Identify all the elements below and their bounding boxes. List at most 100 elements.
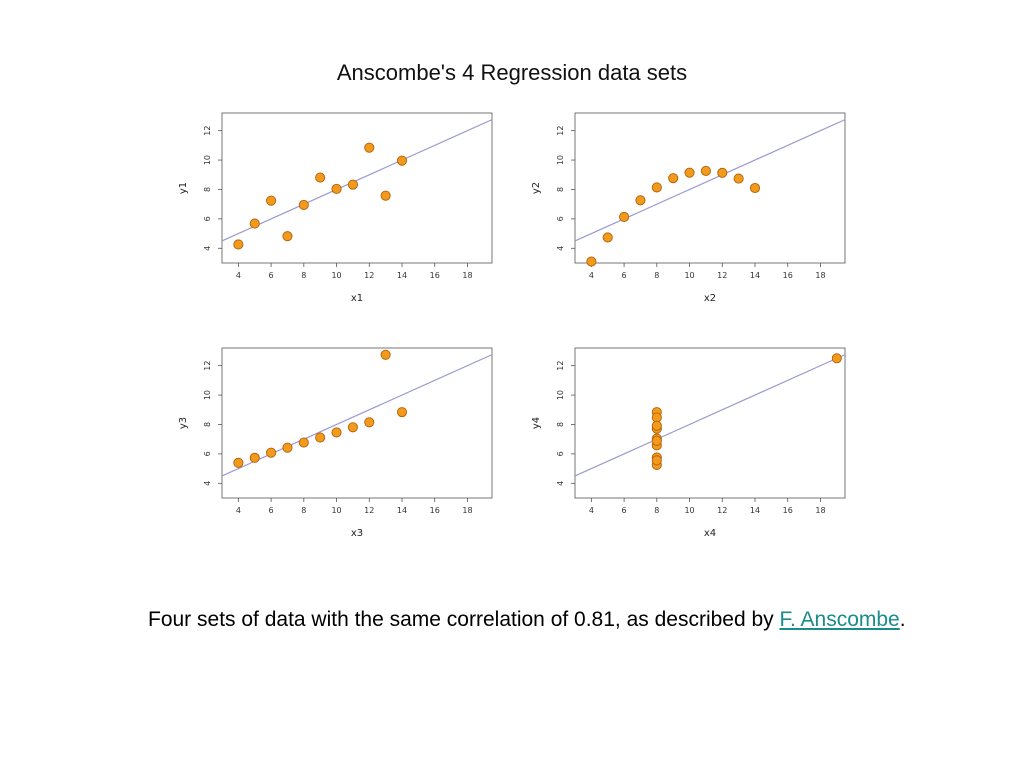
panel-1-point bbox=[315, 172, 326, 183]
panel-2-x-tick-label: 4 bbox=[589, 271, 594, 280]
panel-4-y-tick-label: 4 bbox=[556, 481, 565, 486]
panel-2-y-tick-label: 12 bbox=[556, 126, 565, 136]
caption: Four sets of data with the same correlat… bbox=[148, 604, 948, 635]
panel-1-x-tick-label: 6 bbox=[269, 271, 274, 280]
panel-4-point bbox=[651, 435, 662, 446]
panel-3-point bbox=[315, 432, 326, 443]
panel-3-y-tick-label: 6 bbox=[203, 451, 212, 456]
panel-4-x-tick-label: 6 bbox=[622, 506, 627, 515]
panel-2-y-tick-label: 8 bbox=[556, 187, 565, 192]
caption-period: . bbox=[899, 608, 906, 631]
panel-1-point bbox=[298, 199, 309, 210]
panel-1-y-axis-title: y1 bbox=[178, 182, 189, 194]
panel-2-x-tick-label: 10 bbox=[684, 271, 694, 280]
panel-3-y-tick-label: 10 bbox=[203, 390, 212, 400]
panel-1-y-tick-label: 10 bbox=[203, 155, 212, 165]
panel-1-regression-line bbox=[222, 119, 492, 242]
panel-3-x-tick-label: 12 bbox=[364, 506, 374, 515]
panel-3-point bbox=[364, 417, 375, 428]
panel-1-y-tick-label: 12 bbox=[203, 126, 212, 136]
anscombe-link[interactable]: F. Anscombe bbox=[779, 608, 900, 631]
panel-1-point bbox=[266, 195, 277, 206]
panel-2-point bbox=[586, 256, 597, 267]
panel-1-point bbox=[364, 142, 375, 153]
panel-2-x-tick-label: 18 bbox=[815, 271, 825, 280]
panel-2-y-tick-label: 4 bbox=[556, 246, 565, 251]
panel-4-x-tick-label: 18 bbox=[815, 506, 825, 515]
panel-2-x-tick-label: 6 bbox=[622, 271, 627, 280]
panel-3-x-tick-label: 6 bbox=[269, 506, 274, 515]
panel-4-frame bbox=[574, 347, 846, 499]
panel-4-point bbox=[651, 420, 662, 431]
panel-3-y-tick-label: 8 bbox=[203, 422, 212, 427]
panel-1-point bbox=[331, 183, 342, 194]
panel-2-frame bbox=[574, 112, 846, 264]
panel-4-x-tick-label: 14 bbox=[750, 506, 760, 515]
panel-4-point bbox=[651, 455, 662, 466]
panel-1-frame bbox=[221, 112, 493, 264]
panel-3: 4 6 8 10 12 14 16 18 4 6 8 10 12 x3 y3 bbox=[178, 347, 493, 539]
panel-3-frame bbox=[221, 347, 493, 499]
panel-2-regression-line bbox=[575, 119, 845, 242]
panel-2-point bbox=[749, 182, 761, 194]
figure-title: Anscombe's 4 Regression data sets bbox=[336, 60, 688, 85]
panel-1-x-axis-title: x1 bbox=[351, 293, 363, 304]
panel-2-point bbox=[635, 195, 646, 206]
panel-1-y-tick-label: 4 bbox=[203, 246, 212, 251]
panel-4-y-tick-label: 6 bbox=[556, 451, 565, 456]
panel-3-point bbox=[266, 447, 277, 458]
panel-1-point bbox=[396, 155, 408, 166]
panel-3-y-axis-title: y3 bbox=[178, 417, 189, 429]
panel-3-point bbox=[347, 422, 358, 433]
panel-3-point bbox=[380, 349, 391, 360]
panel-1-point bbox=[282, 231, 293, 242]
panel-3-point bbox=[282, 442, 293, 453]
panel-1-x-tick-label: 14 bbox=[397, 271, 407, 280]
panel-4-x-axis-title: x4 bbox=[704, 528, 716, 539]
panel-2-x-tick-label: 16 bbox=[783, 271, 793, 280]
panel-2-point bbox=[651, 182, 662, 193]
panel-4-x-tick-label: 10 bbox=[684, 506, 694, 515]
panel-2-point bbox=[700, 165, 711, 176]
panel-3-x-tick-label: 4 bbox=[236, 506, 241, 515]
panel-2-x-tick-label: 12 bbox=[717, 271, 727, 280]
panel-2-x-axis-title: x2 bbox=[704, 293, 716, 304]
panel-2-x-tick-label: 8 bbox=[654, 271, 659, 280]
panel-3-x-tick-label: 10 bbox=[331, 506, 341, 515]
panel-3-regression-line bbox=[222, 354, 492, 477]
panel-2: 4 6 8 10 12 14 16 18 4 6 8 10 12 x2 y2 bbox=[531, 112, 846, 304]
panel-3-point bbox=[233, 457, 244, 468]
panel-2-y-axis-title: y2 bbox=[531, 182, 542, 194]
panel-4-point bbox=[831, 353, 842, 364]
panel-3-x-tick-label: 8 bbox=[301, 506, 306, 515]
panel-1-x-tick-label: 8 bbox=[301, 271, 306, 280]
panel-3-point bbox=[249, 452, 260, 463]
panel-2-point bbox=[619, 211, 630, 223]
panel-3-y-tick-label: 4 bbox=[203, 481, 212, 486]
panel-4-x-tick-label: 4 bbox=[589, 506, 594, 515]
panel-1-x-tick-label: 18 bbox=[462, 271, 472, 280]
panel-2-point bbox=[684, 167, 695, 178]
panel-2-point bbox=[668, 173, 679, 184]
panel-1-x-tick-label: 10 bbox=[331, 271, 341, 280]
panel-3-point bbox=[331, 427, 342, 438]
panel-3-x-axis-title: x3 bbox=[351, 528, 363, 539]
panel-1-point bbox=[380, 190, 391, 201]
panel-4-y-tick-label: 12 bbox=[556, 361, 565, 371]
panel-3-y-tick-label: 12 bbox=[203, 361, 212, 371]
panel-1-y-tick-label: 8 bbox=[203, 187, 212, 192]
panel-2-y-tick-label: 10 bbox=[556, 155, 565, 165]
panel-1-x-tick-label: 4 bbox=[236, 271, 241, 280]
panel-2-x-tick-label: 14 bbox=[750, 271, 760, 280]
panel-4-y-tick-label: 8 bbox=[556, 422, 565, 427]
panel-4-regression-line bbox=[575, 354, 845, 477]
panel-1-x-tick-label: 16 bbox=[430, 271, 440, 280]
panel-3-x-tick-label: 16 bbox=[430, 506, 440, 515]
panel-1-point bbox=[347, 179, 358, 190]
panel-1: 4 6 8 10 12 14 16 18 4 6 8 10 12 x1 y1 bbox=[178, 112, 493, 304]
panel-2-point bbox=[602, 232, 613, 243]
panel-4-y-axis-title: y4 bbox=[531, 417, 542, 429]
panel-3-x-tick-label: 18 bbox=[462, 506, 472, 515]
panel-3-x-tick-label: 14 bbox=[397, 506, 407, 515]
